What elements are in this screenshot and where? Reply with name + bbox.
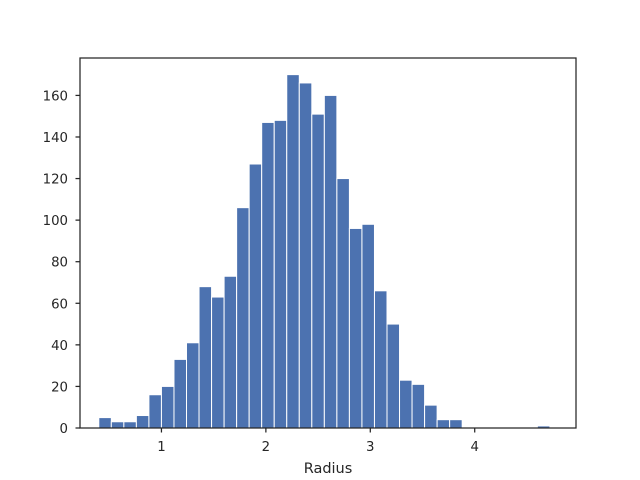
histogram-bar — [411, 383, 426, 429]
histogram-bar — [160, 385, 175, 429]
histogram-bar — [424, 404, 438, 429]
histogram-bar — [173, 358, 188, 429]
y-tick-label: 60 — [51, 297, 68, 312]
histogram-bar — [98, 417, 112, 429]
histogram-bar — [373, 290, 388, 429]
histogram-bar — [223, 275, 238, 429]
histogram-bar — [186, 342, 200, 429]
histogram-bar — [211, 296, 225, 429]
y-tick-label: 120 — [43, 173, 68, 188]
histogram-bar — [436, 419, 451, 429]
histogram-bar — [336, 178, 350, 429]
histogram-bar — [399, 379, 413, 429]
histogram-bar — [123, 421, 137, 429]
x-tick-label: 3 — [366, 440, 374, 455]
y-tick-label: 20 — [51, 380, 68, 395]
histogram-bar — [110, 421, 125, 429]
y-tick-label: 100 — [43, 214, 68, 229]
histogram-bar — [248, 163, 263, 429]
histogram-bar — [311, 113, 325, 429]
histogram-bar — [261, 121, 275, 429]
y-axis-ticks: 0 20 40 60 80 100 120 140 160 — [43, 89, 80, 437]
x-tick-label: 1 — [157, 440, 165, 455]
x-axis-label: Radius — [304, 461, 353, 477]
y-tick-label: 140 — [43, 131, 68, 146]
y-tick-label: 80 — [51, 256, 68, 271]
histogram-bar — [361, 223, 375, 429]
histogram-bar — [386, 323, 401, 429]
histogram-bar — [198, 286, 213, 429]
x-tick-label: 4 — [470, 440, 478, 455]
histogram-bar — [286, 74, 300, 429]
y-tick-label: 160 — [43, 89, 68, 104]
histogram-bar — [135, 415, 150, 429]
histogram-bar — [148, 394, 162, 429]
y-tick-label: 40 — [51, 339, 68, 354]
histogram-bar — [236, 207, 250, 429]
x-axis-ticks: 1 2 3 4 — [157, 428, 479, 455]
histogram-bar — [273, 119, 288, 429]
x-tick-label: 2 — [262, 440, 270, 455]
y-tick-label: 0 — [60, 422, 68, 437]
histogram-bar — [449, 419, 463, 429]
histogram-bar — [298, 82, 313, 429]
histogram-bar — [323, 94, 338, 429]
histogram-bar — [348, 227, 363, 429]
plot-frame — [79, 57, 577, 429]
